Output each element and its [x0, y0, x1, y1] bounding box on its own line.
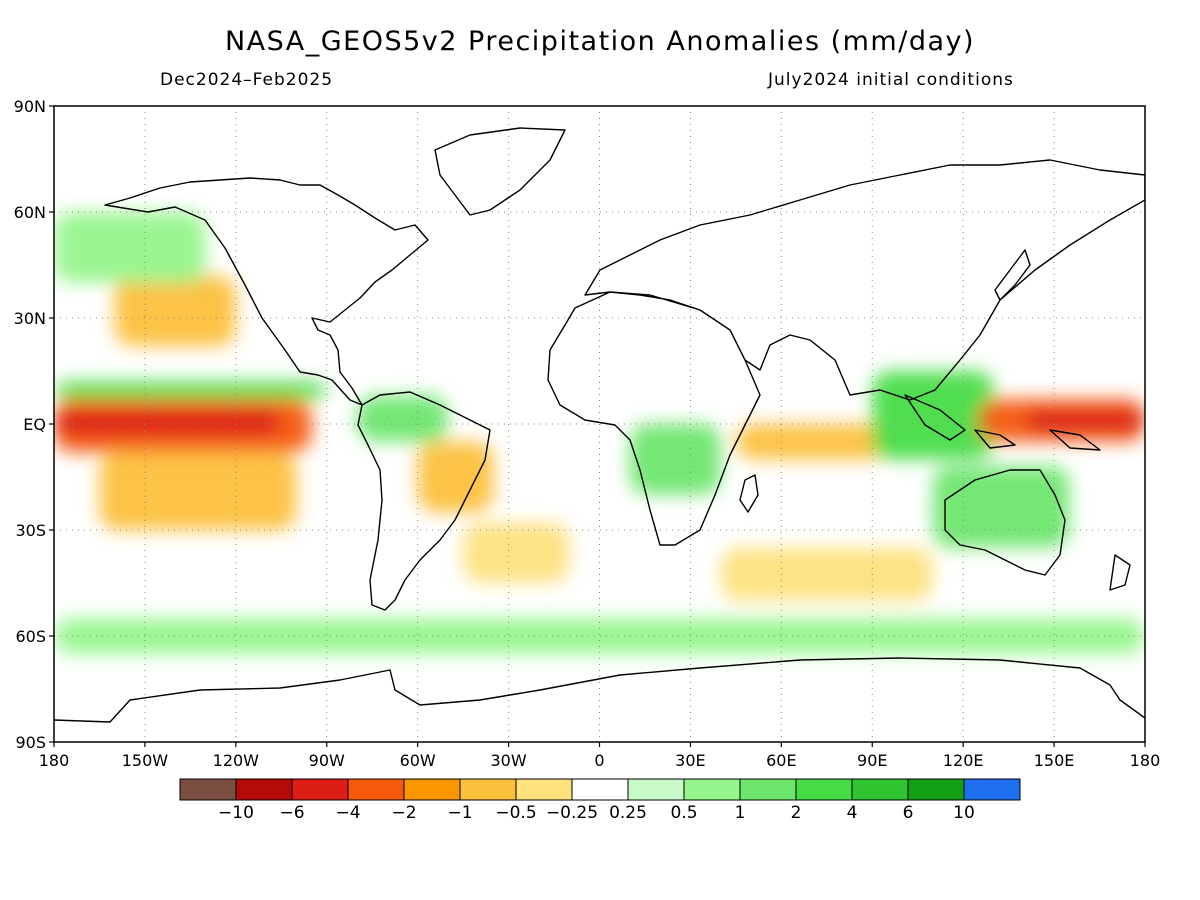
- colorbar-label: 10: [953, 803, 975, 823]
- colorbar-label: −1: [447, 803, 472, 823]
- lon-tick-label: 0: [594, 751, 604, 770]
- coast-south-america: [357, 391, 491, 611]
- colorbar-swatch: [627, 778, 685, 801]
- colorbar-swatch: [963, 778, 1021, 801]
- lon-tick-label: 60E: [766, 751, 796, 770]
- coast-antarctica: [54, 657, 1145, 723]
- colorbar-swatch: [459, 778, 517, 801]
- lat-tick-label: 30S: [15, 521, 46, 540]
- anomaly-equatorial-east-pacific-core: [54, 409, 282, 435]
- coast-greenland: [434, 127, 566, 216]
- colorbar-swatch: [179, 778, 237, 801]
- colorbar-label: −10: [218, 803, 254, 823]
- coast-north-america: [104, 177, 429, 406]
- coast-indonesia: [904, 394, 1101, 451]
- colorbar-label: 0.25: [609, 803, 647, 823]
- anomaly-indian-ocean-dry: [735, 424, 888, 460]
- colorbar-label: 6: [903, 803, 914, 823]
- lon-tick-label: 60W: [400, 751, 436, 770]
- colorbar-swatch: [235, 778, 293, 801]
- coast-japan: [994, 249, 1031, 301]
- anomaly-north-pacific-wet-band: [54, 212, 206, 283]
- coastlines: [54, 127, 1145, 723]
- lon-tick-label: 30E: [675, 751, 705, 770]
- lon-tick-label: 180: [39, 751, 70, 770]
- colorbar-label: −2: [391, 803, 416, 823]
- colorbar: −10 −6 −4 −2 −1 −0.5 −0.25 0.25 0.5 1 2 4 6 10: [179, 778, 1021, 823]
- anomaly-itcz-pacific-wet: [54, 381, 327, 400]
- colorbar-label: 2: [791, 803, 802, 823]
- colorbar-swatch: [739, 778, 797, 801]
- lon-tick-label: 120E: [943, 751, 984, 770]
- colorbar-swatch: [403, 778, 461, 801]
- anomaly-central-africa-wet: [629, 424, 721, 495]
- anomaly-southeast-asia-wet: [872, 371, 994, 460]
- lon-tick-label: 30W: [490, 751, 526, 770]
- anomaly-south-atlantic-dry: [463, 522, 570, 583]
- anomaly-north-pacific-dry: [114, 275, 236, 347]
- lon-tick-label: 90E: [857, 751, 887, 770]
- colorbar-swatch: [851, 778, 909, 801]
- anomaly-australia-wet: [932, 466, 1070, 548]
- colorbar-swatch: [571, 778, 629, 801]
- lat-tick-label: 60S: [15, 627, 46, 646]
- initial-conditions: July2024 initial conditions: [768, 70, 1014, 90]
- colorbar-label: −0.5: [495, 803, 536, 823]
- lat-tick-label: 60N: [14, 203, 46, 222]
- anomaly-brazil-dry: [417, 441, 494, 513]
- colorbar-label: −6: [279, 803, 304, 823]
- anomaly-west-pacific-core: [1023, 409, 1145, 432]
- map-title: NASA_GEOS5v2 Precipitation Anomalies (mm…: [224, 26, 976, 57]
- colorbar-label: −0.25: [546, 803, 598, 823]
- lon-tick-label: 120W: [213, 751, 260, 770]
- anomaly-southern-ocean-dry: [720, 547, 933, 601]
- lat-tick-label: 90N: [14, 97, 46, 116]
- lon-tick-label: 150E: [1034, 751, 1075, 770]
- anomaly-amazon-wet: [357, 395, 448, 442]
- colorbar-swatch: [291, 778, 349, 801]
- coast-new-zealand: [1109, 554, 1131, 591]
- coast-australia: [944, 469, 1066, 576]
- colorbar-swatch: [347, 778, 405, 801]
- anomaly-southern-ocean-wet: [54, 618, 1145, 654]
- lon-tick-label: 180: [1130, 751, 1161, 770]
- forecast-period: Dec2024–Feb2025: [160, 70, 334, 90]
- colorbar-label: 4: [847, 803, 858, 823]
- coast-madagascar: [739, 474, 759, 513]
- lat-tick-label: 30N: [14, 309, 46, 328]
- lon-tick-label: 150W: [122, 751, 169, 770]
- colorbar-swatch: [795, 778, 853, 801]
- colorbar-label: −4: [335, 803, 360, 823]
- anomaly-south-pacific-dry-band: [99, 452, 297, 530]
- lat-tick-label: EQ: [23, 415, 46, 434]
- lon-tick-label: 90W: [309, 751, 345, 770]
- graticule: [54, 106, 1145, 742]
- colorbar-swatch: [683, 778, 741, 801]
- colorbar-swatch: [907, 778, 965, 801]
- colorbar-label: 0.5: [670, 803, 697, 823]
- lat-tick-label: 90S: [15, 733, 46, 752]
- anomaly-field: [54, 212, 1145, 654]
- colorbar-swatch: [515, 778, 573, 801]
- colorbar-label: 1: [735, 803, 746, 823]
